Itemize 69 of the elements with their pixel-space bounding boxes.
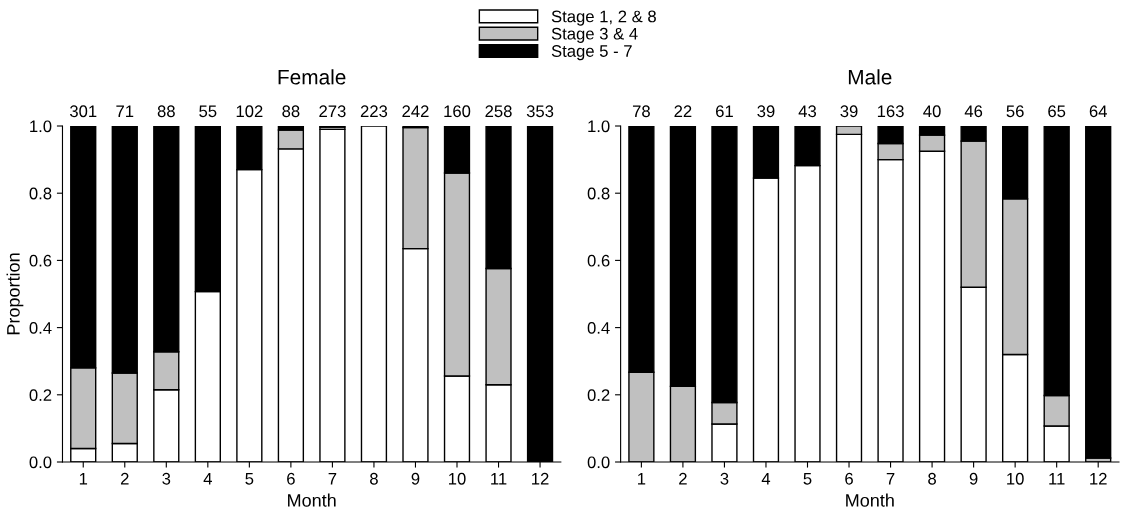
y-tick-label: 0.6 <box>587 254 610 267</box>
x-tick-label: 4 <box>203 473 212 485</box>
legend-label: Stage 5 - 7 <box>551 45 632 61</box>
y-tick-label: 0.6 <box>29 254 52 267</box>
x-axis-title: Month <box>846 493 894 507</box>
x-tick-label: 11 <box>1049 473 1065 485</box>
x-tick-label: 3 <box>162 472 171 485</box>
annotation: 39 <box>840 105 858 118</box>
annotation: 88 <box>282 105 300 118</box>
x-tick-label: 7 <box>886 473 895 485</box>
y-tick-label: 0.8 <box>29 187 52 200</box>
x-tick-label: 11 <box>491 473 507 485</box>
annotation: 78 <box>632 105 650 118</box>
annotation: 160 <box>444 105 471 118</box>
chart-title: Female <box>278 69 346 85</box>
x-tick-label: 2 <box>679 472 687 485</box>
x-tick-label: 1 <box>638 473 646 485</box>
x-tick-label: 4 <box>761 473 771 485</box>
annotation: 46 <box>964 105 983 118</box>
annotation: 65 <box>1048 105 1066 118</box>
x-tick-label: 10 <box>449 472 466 485</box>
x-tick-label: 6 <box>845 472 853 485</box>
y-tick-label: 0.2 <box>29 389 52 401</box>
x-tick-label: 5 <box>245 473 254 485</box>
y-tick-label: 0.0 <box>29 456 52 469</box>
y-axis-title: Proportion <box>6 253 24 335</box>
x-tick-label: 8 <box>928 472 936 485</box>
x-tick-label: 10 <box>1007 472 1024 485</box>
x-tick-label: 12 <box>532 472 549 485</box>
y-tick-label: 0.0 <box>587 456 610 469</box>
annotation: 40 <box>923 105 941 118</box>
annotation: 64 <box>1089 105 1107 118</box>
x-tick-label: 5 <box>803 473 812 485</box>
annotation: 102 <box>236 105 263 118</box>
bar <box>1085 126 1112 459</box>
x-tick-label: 12 <box>1090 472 1107 485</box>
x-axis-title: Month <box>288 493 336 507</box>
annotation: 353 <box>526 105 554 118</box>
annotation: 61 <box>716 105 733 118</box>
x-tick-label: 9 <box>969 472 978 485</box>
x-tick-label: 9 <box>411 472 420 485</box>
y-tick-label: 1.0 <box>30 120 52 133</box>
annotation: 258 <box>485 105 512 118</box>
annotation: 273 <box>319 105 346 118</box>
x-tick-label: 6 <box>287 472 295 485</box>
annotation: 43 <box>798 105 817 118</box>
x-tick-label: 3 <box>720 472 729 485</box>
x-tick-label: 7 <box>328 473 337 485</box>
y-tick-label: 0.2 <box>587 389 610 401</box>
y-tick-label: 1.0 <box>588 120 610 133</box>
chart-title: Male <box>848 69 892 85</box>
annotation: 301 <box>69 105 97 118</box>
legend-label: Stage 3 & 4 <box>551 27 638 43</box>
annotation: 55 <box>199 105 217 118</box>
annotation: 242 <box>402 105 429 117</box>
annotation: 223 <box>360 105 388 118</box>
annotation: 39 <box>757 105 775 118</box>
y-tick-label: 0.4 <box>29 322 52 334</box>
annotation: 163 <box>877 105 904 118</box>
annotation: 56 <box>1006 105 1024 118</box>
legend-label: Stage 1, 2 & 8 <box>551 10 656 26</box>
y-tick-label: 0.8 <box>587 187 610 200</box>
annotation: 22 <box>674 105 692 117</box>
annotation: 71 <box>116 105 134 117</box>
x-tick-label: 2 <box>120 472 129 485</box>
x-tick-label: 8 <box>370 472 378 485</box>
annotation: 88 <box>157 105 175 118</box>
x-tick-label: 1 <box>79 473 88 485</box>
y-tick-label: 0.4 <box>587 322 610 334</box>
